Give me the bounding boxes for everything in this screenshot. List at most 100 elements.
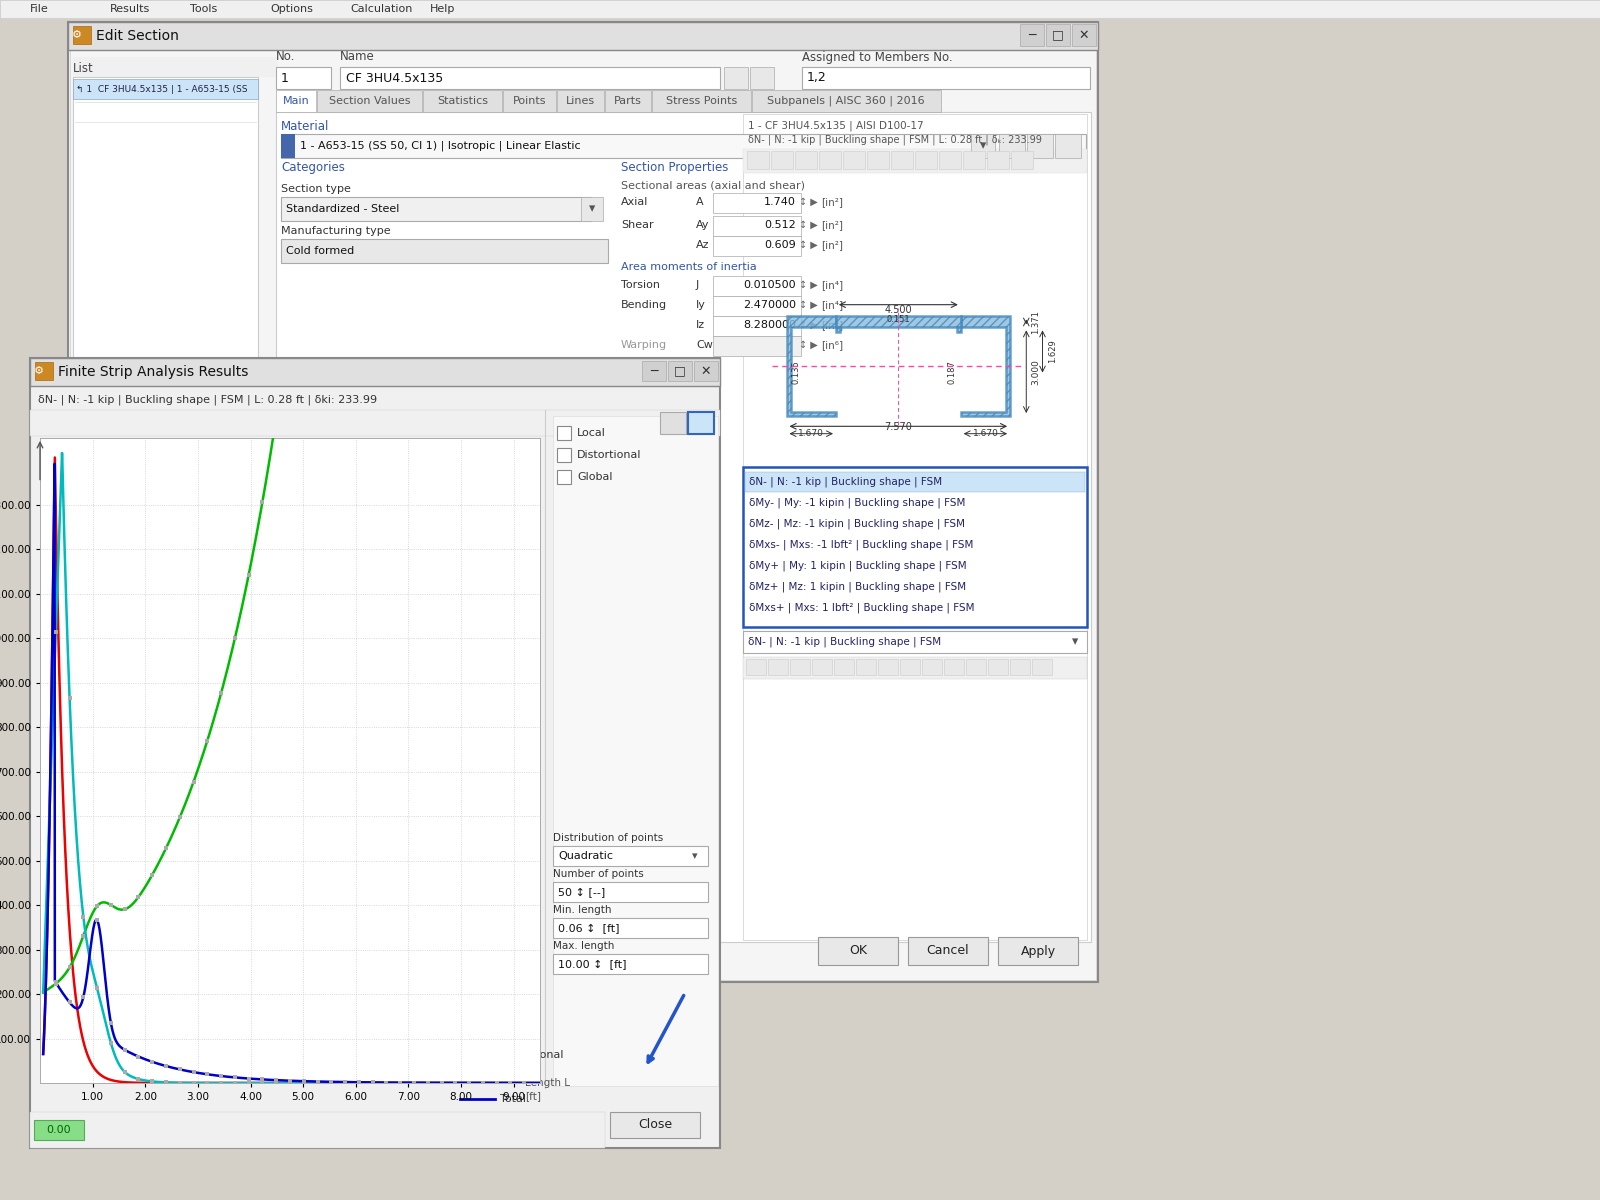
Text: Shear: Shear	[621, 220, 654, 230]
Text: List: List	[74, 62, 94, 76]
Text: Local: Local	[578, 428, 606, 438]
Text: Parts: Parts	[614, 96, 642, 106]
Text: File: File	[30, 4, 48, 14]
Text: Axial: Axial	[621, 197, 648, 206]
Text: OK: OK	[850, 944, 867, 958]
Text: 50 ↕ [--]: 50 ↕ [--]	[558, 887, 605, 898]
Text: Section Values: Section Values	[328, 96, 410, 106]
Bar	[661, 412, 686, 434]
Bar	[813, 659, 832, 674]
Text: 1.670: 1.670	[973, 430, 998, 438]
Bar	[70, 50, 1096, 980]
Text: ⚙: ⚙	[72, 30, 82, 40]
Bar	[30, 1112, 605, 1148]
Text: Lines: Lines	[566, 96, 595, 106]
Text: δN- | N: -1 kip | Buckling shape | FSM: δN- | N: -1 kip | Buckling shape | FSM	[749, 476, 942, 487]
Text: ↰ 1  CF 3HU4.5x135 | 1 - A653-15 (SS: ↰ 1 CF 3HU4.5x135 | 1 - A653-15 (SS	[77, 84, 248, 94]
Text: Ay: Ay	[696, 220, 709, 230]
Bar	[282, 134, 294, 158]
Text: Standardized - Steel: Standardized - Steel	[286, 204, 400, 214]
Bar	[34, 1120, 83, 1140]
Text: ⚙: ⚙	[34, 366, 45, 376]
Text: Tools: Tools	[190, 4, 218, 14]
Bar	[74, 79, 258, 98]
Text: Manufacturing type: Manufacturing type	[282, 226, 390, 236]
Bar	[277, 90, 317, 112]
Text: ↕ ▶: ↕ ▶	[798, 197, 818, 206]
Text: 1.629: 1.629	[1048, 340, 1058, 362]
Bar	[742, 114, 1086, 940]
Text: [in⁴]: [in⁴]	[821, 280, 843, 290]
Bar	[1021, 24, 1043, 46]
Text: δN- | N: -1 kip | Buckling shape | FSM | L: 0.28 ft | δₖ: 233.99: δN- | N: -1 kip | Buckling shape | FSM |…	[749, 134, 1042, 145]
Bar	[669, 361, 691, 382]
Bar	[1072, 24, 1096, 46]
Bar	[899, 659, 920, 674]
Text: Edit Section: Edit Section	[96, 29, 179, 43]
Polygon shape	[787, 317, 835, 416]
Bar	[694, 361, 718, 382]
Text: Finite Strip Analysis Results: Finite Strip Analysis Results	[58, 365, 248, 379]
Bar	[915, 151, 938, 169]
Bar	[30, 358, 720, 386]
Text: Section type: Section type	[282, 184, 350, 194]
Text: □: □	[1053, 29, 1064, 42]
Bar	[714, 236, 802, 256]
Text: δN- | N: -1 kip | Buckling shape | FSM: δN- | N: -1 kip | Buckling shape | FSM	[749, 637, 941, 647]
Bar	[966, 659, 986, 674]
Text: 2.470000: 2.470000	[742, 300, 797, 310]
Text: Subpanels | AISC 360 | 2016: Subpanels | AISC 360 | 2016	[768, 96, 925, 107]
Text: Material: Material	[282, 120, 330, 133]
Bar	[30, 410, 720, 436]
Polygon shape	[957, 328, 960, 332]
Text: ✕: ✕	[1078, 29, 1090, 42]
Text: Close: Close	[638, 1118, 672, 1132]
Bar	[742, 149, 1086, 173]
Bar	[422, 90, 502, 112]
Bar	[282, 134, 1086, 158]
Text: Results: Results	[110, 4, 150, 14]
Text: ↕ ▶: ↕ ▶	[798, 240, 818, 250]
Text: ↕ ▶: ↕ ▶	[798, 280, 818, 290]
Bar	[282, 239, 608, 263]
Text: ▾: ▾	[693, 851, 698, 862]
Text: Warping: Warping	[621, 340, 667, 350]
Text: 3.000: 3.000	[1032, 359, 1040, 385]
Bar	[819, 151, 842, 169]
Text: ↕ ▶: ↕ ▶	[798, 320, 818, 330]
Text: ─: ─	[1029, 29, 1035, 42]
Bar	[1054, 134, 1082, 158]
Text: Area moments of inertia: Area moments of inertia	[621, 262, 757, 272]
Text: 1,2: 1,2	[806, 72, 827, 84]
Bar	[554, 954, 707, 974]
Bar	[67, 22, 1098, 982]
Text: ↕ ▶: ↕ ▶	[798, 220, 818, 230]
Bar	[856, 659, 877, 674]
Text: Quadratic: Quadratic	[558, 851, 613, 862]
Bar	[35, 362, 53, 380]
Bar	[768, 659, 787, 674]
Text: Iz: Iz	[696, 320, 706, 330]
Text: Total: Total	[499, 1094, 526, 1104]
Bar	[878, 659, 898, 674]
Bar	[554, 918, 707, 938]
Text: Main: Main	[283, 96, 309, 106]
Text: ▾: ▾	[589, 203, 595, 216]
Text: δMxs- | Mxs: -1 lbft² | Buckling shape | FSM: δMxs- | Mxs: -1 lbft² | Buckling shape |…	[749, 540, 973, 551]
Bar	[277, 112, 1091, 942]
Text: Stress Points: Stress Points	[666, 96, 738, 106]
Bar	[1046, 24, 1070, 46]
Text: 0.512: 0.512	[765, 220, 797, 230]
Text: ─: ─	[650, 365, 658, 378]
Text: Distortional: Distortional	[578, 450, 642, 460]
Text: [in²]: [in²]	[821, 240, 843, 250]
Text: J: J	[696, 280, 699, 290]
Text: [in²]: [in²]	[821, 220, 843, 230]
Bar	[688, 412, 714, 434]
Polygon shape	[835, 317, 960, 328]
Bar	[282, 197, 590, 221]
Text: Cw: Cw	[696, 340, 714, 350]
Text: Statistics: Statistics	[437, 96, 488, 106]
Text: No.: No.	[277, 50, 296, 64]
Bar	[922, 659, 942, 674]
